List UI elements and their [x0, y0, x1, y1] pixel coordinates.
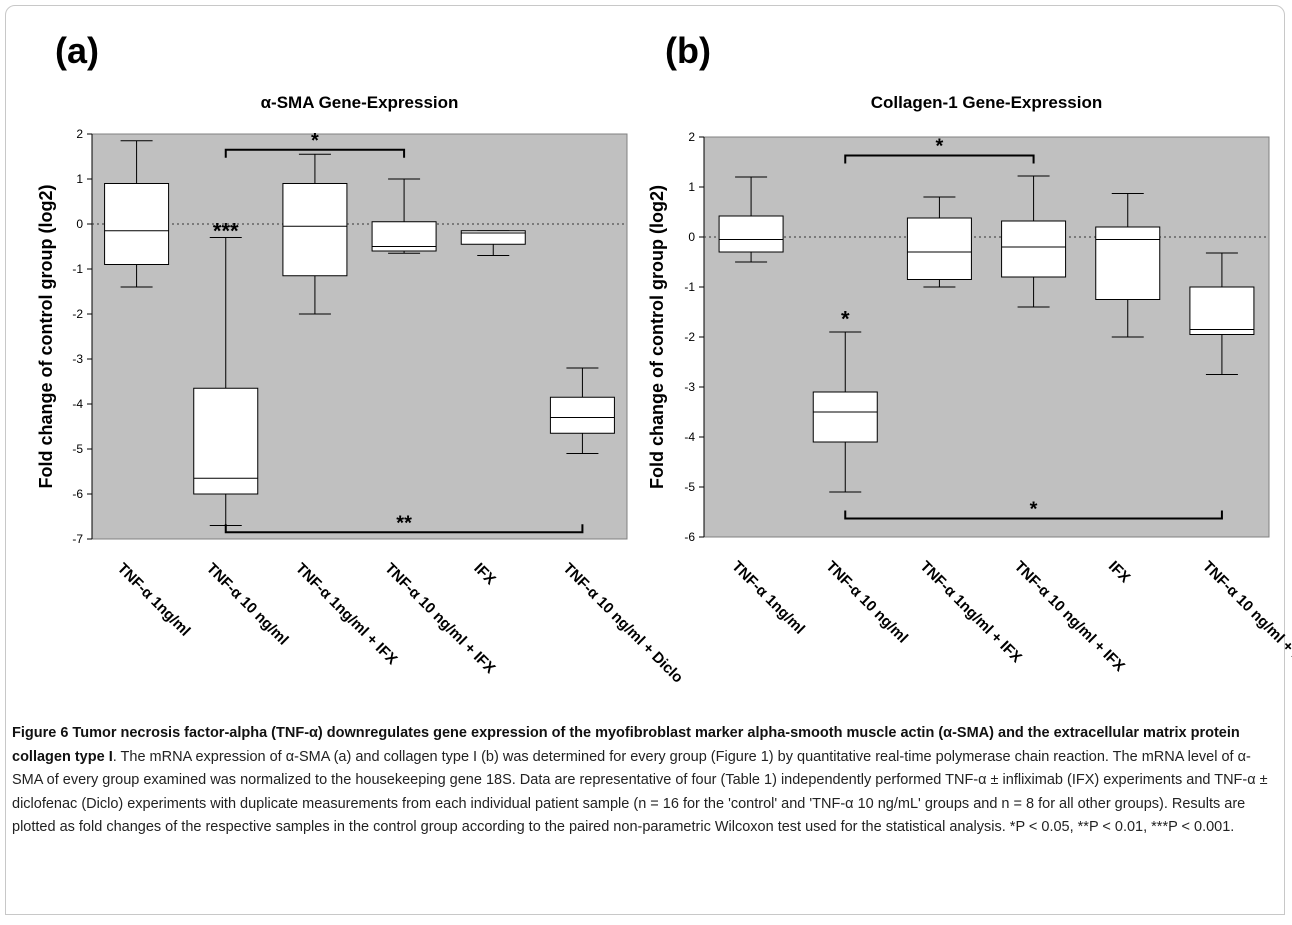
significance-label: * [311, 130, 319, 152]
caption-lead: Figure 6 Tumor necrosis factor-alpha (TN… [12, 725, 1240, 765]
y-tick-label: -4 [72, 397, 83, 411]
box-6 [549, 367, 615, 454]
y-tick-label: -7 [72, 532, 83, 546]
chart-panel-a: (a) α-SMA Gene-Expression 2 1 0 -1 -2 -3 -4 -5 -6 -… [36, 30, 686, 687]
figure-caption: Figure 6 Tumor necrosis factor-alpha (TN… [12, 722, 1277, 840]
box-iqr [812, 391, 878, 443]
figure-frame [5, 5, 1285, 915]
box-3 [906, 196, 972, 288]
box-iqr [718, 215, 784, 253]
box-iqr [282, 183, 348, 277]
box-iqr [104, 183, 170, 265]
y-tick-label: -4 [684, 430, 695, 444]
caption-body: . The mRNA expression of α-SMA (a) and c… [12, 748, 1268, 836]
y-tick-label: -3 [72, 352, 83, 366]
y-tick-label: -5 [684, 480, 695, 494]
box-4 [371, 178, 437, 254]
x-tick-label: TNF-α 1ng/ml + IFX [917, 558, 1025, 666]
x-tick-label: TNF-α 10 ng/ml [203, 560, 292, 649]
box-2 [812, 331, 878, 493]
y-tick-label: 1 [76, 172, 83, 186]
y-tick-label: 2 [76, 127, 83, 141]
box-iqr [1095, 226, 1161, 300]
significance-bracket [224, 524, 584, 534]
box-6 [1189, 252, 1255, 375]
box-2 [193, 237, 259, 526]
significance-label: * [936, 136, 944, 158]
box-iqr [193, 387, 259, 495]
y-tick-label: -3 [684, 380, 695, 394]
y-tick-label: -6 [684, 530, 695, 544]
significance-bracket [844, 510, 1223, 520]
chart-panel-b: (b) Collagen-1 Gene-Expression 2 1 0 -1 -2 -3 -4… [647, 30, 1292, 685]
panel-label: (b) [665, 30, 711, 71]
x-tick-label: TNF-α 10 ng/ml + IFX [1011, 558, 1128, 675]
y-tick-label: -1 [684, 280, 695, 294]
y-tick-label: 2 [688, 130, 695, 144]
box-iqr [1189, 286, 1255, 335]
chart-title: Collagen-1 Gene-Expression [871, 93, 1102, 112]
box-5 [460, 230, 526, 256]
significance-bracket [844, 154, 1035, 164]
significance-label: * [1030, 499, 1038, 521]
box-iqr [906, 217, 972, 280]
x-tick-label: TNF-α 1ng/ml + IFX [292, 560, 400, 668]
plot-area [91, 133, 628, 540]
y-axis-label: Fold change of control group (log2) [647, 185, 667, 489]
y-tick-label: 1 [688, 180, 695, 194]
y-tick-label: -6 [72, 487, 83, 501]
box-iqr [549, 396, 615, 434]
box-1 [104, 140, 170, 288]
box-iqr [460, 230, 526, 245]
x-tick-label: TNF-α 10 ng/ml + Diclo [1199, 558, 1292, 685]
box-3 [282, 153, 348, 315]
significance-marker: * [841, 307, 850, 332]
y-tick-label: 0 [688, 230, 695, 244]
y-axis-label: Fold change of control group (log2) [36, 185, 56, 489]
y-tick-label: 0 [76, 217, 83, 231]
box-5 [1095, 193, 1161, 338]
significance-marker: *** [213, 218, 239, 243]
box-iqr [1001, 220, 1067, 278]
significance-bracket [224, 148, 406, 158]
plot-area [703, 136, 1270, 538]
x-tick-label: IFX [1105, 558, 1134, 587]
x-tick-label: TNF-α 10 ng/ml [822, 558, 911, 647]
x-tick-label: IFX [470, 560, 499, 589]
box-4 [1001, 175, 1067, 308]
chart-title: α-SMA Gene-Expression [261, 93, 459, 112]
y-tick-label: -5 [72, 442, 83, 456]
y-tick-label: -2 [684, 330, 695, 344]
y-tick-label: -1 [72, 262, 83, 276]
panel-label: (a) [55, 30, 99, 71]
x-tick-label: TNF-α 1ng/ml [728, 558, 808, 638]
y-tick-label: -2 [72, 307, 83, 321]
x-tick-label: TNF-α 10 ng/ml + Diclo [560, 560, 687, 687]
x-tick-label: TNF-α 1ng/ml [114, 560, 194, 640]
box-1 [718, 176, 784, 263]
significance-label: ** [396, 512, 412, 534]
